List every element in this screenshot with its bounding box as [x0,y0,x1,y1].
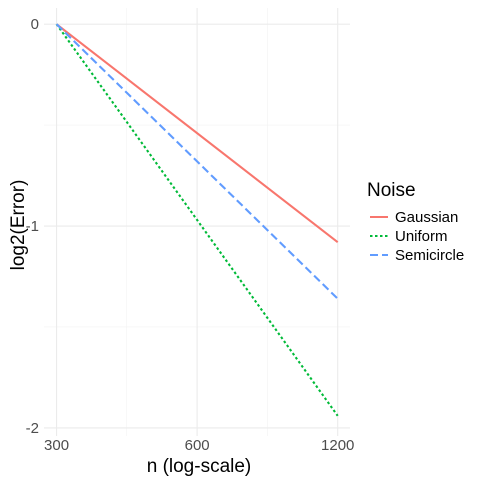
y-tick-label: -2 [26,420,39,437]
x-tick-label: 1200 [321,437,354,454]
legend-label: Uniform [395,228,448,245]
tick-labels: 300 600 1200 0 -1 -2 [26,16,355,454]
legend-item-gaussian: Gaussian [370,209,458,226]
series-line-semicircle [55,23,339,300]
y-axis-title: log2(Error) [8,180,29,271]
legend-label: Semicircle [395,247,464,264]
x-axis-title: n (log-scale) [147,456,252,477]
y-tick-label: -1 [26,218,39,235]
series-line-gaussian [55,23,339,244]
legend-title: Noise [367,180,416,201]
x-tick-label: 300 [44,437,69,454]
x-tick-label: 600 [185,437,210,454]
legend-item-uniform: Uniform [370,228,448,245]
legend-label: Gaussian [395,209,458,226]
legend-item-semicircle: Semicircle [370,247,464,264]
legend: Noise Gaussian Uniform Semicircle [367,180,464,264]
series-lines [55,23,339,417]
y-tick-label: 0 [31,16,39,33]
grid [44,8,350,436]
series-line-uniform [55,23,339,417]
